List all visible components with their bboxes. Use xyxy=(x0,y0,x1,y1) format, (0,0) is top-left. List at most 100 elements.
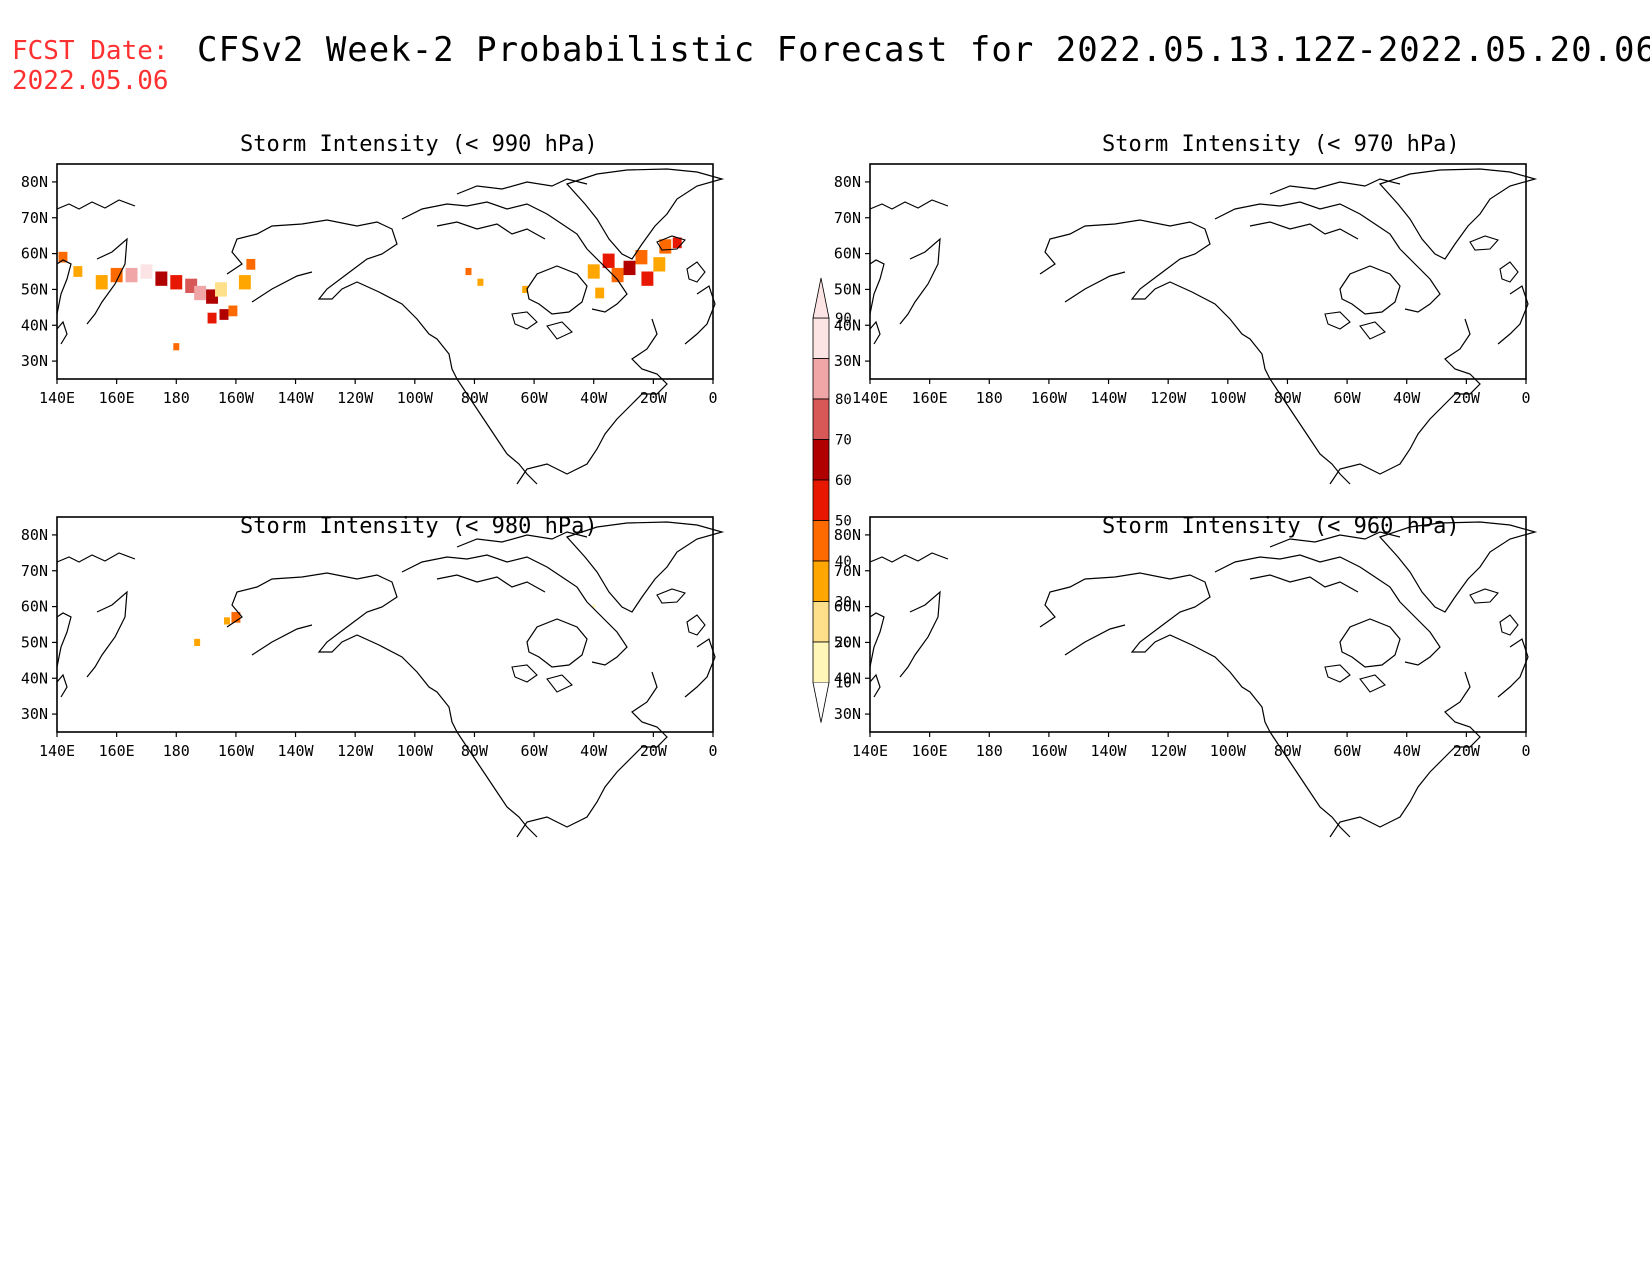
panel-title-980: Storm Intensity (< 980 hPa) xyxy=(240,514,598,539)
lon-tick-label: 180 xyxy=(163,389,190,407)
lon-tick-label: 80W xyxy=(461,742,489,760)
probability-cell xyxy=(125,267,138,283)
probability-cell xyxy=(207,312,217,324)
probability-cell xyxy=(206,289,219,304)
probability-cell xyxy=(672,237,682,249)
map-panel-1: 140E 160E 180 160W 140W 120W 100W 80W 60W 40W 20W 0… xyxy=(834,163,1536,485)
lon-tick-label: 20W xyxy=(1453,389,1481,407)
colorbar-label: 80 xyxy=(835,392,852,408)
colorbar-swatch xyxy=(812,398,830,440)
forecast-date-block: FCST Date: 2022.05.06 xyxy=(12,36,169,96)
coastline xyxy=(869,168,1536,485)
colorbar-label: 90 xyxy=(835,311,852,327)
probability-cell xyxy=(194,285,207,301)
lon-tick-label: 120W xyxy=(337,742,374,760)
probability-cell xyxy=(465,267,472,276)
colorbar-label: 30 xyxy=(835,595,852,611)
probability-cell xyxy=(219,309,229,320)
map-panel-3: 140E 160E 180 160W 140W 120W 100W 80W 60W 40W 20W 0… xyxy=(834,516,1536,838)
colorbar-swatch xyxy=(812,520,830,562)
probability-cell xyxy=(170,275,183,290)
lat-tick-label: 80N xyxy=(21,526,48,544)
map-panel-2: 140E 160E 180 160W 140W 120W 100W 80W 60W 40W 20W 0… xyxy=(21,516,723,838)
probability-cell xyxy=(140,264,153,279)
lat-tick-label: 50N xyxy=(834,633,861,651)
lon-tick-label: 140E xyxy=(852,742,888,760)
colorbar-label: 40 xyxy=(835,554,852,570)
lon-tick-label: 80W xyxy=(1274,742,1302,760)
lon-tick-label: 100W xyxy=(397,389,434,407)
lat-tick-label: 70N xyxy=(834,209,861,227)
fcst-date-label: FCST Date: xyxy=(12,36,169,66)
lat-tick-label: 80N xyxy=(21,173,48,191)
probability-cell xyxy=(522,285,529,293)
lon-tick-label: 140W xyxy=(1090,742,1127,760)
lat-tick-label: 50N xyxy=(834,280,861,298)
probability-cell xyxy=(238,275,251,290)
probability-cell xyxy=(602,253,615,268)
lat-tick-label: 30N xyxy=(21,705,48,723)
colorbar-label: 70 xyxy=(835,433,852,449)
lon-tick-label: 160E xyxy=(99,742,135,760)
map-frame xyxy=(56,516,714,733)
lat-tick-label: 60N xyxy=(834,245,861,263)
lon-tick-label: 160E xyxy=(99,389,135,407)
lon-tick-label: 80W xyxy=(461,389,489,407)
lon-tick-label: 160W xyxy=(1031,389,1068,407)
colorbar-swatch xyxy=(812,641,830,683)
lat-tick-label: 40N xyxy=(21,669,48,687)
probability-cell xyxy=(194,638,201,646)
colorbar-label: 10 xyxy=(835,676,852,692)
probability-cell xyxy=(246,258,256,270)
probability-cell xyxy=(73,266,83,277)
lon-tick-label: 40W xyxy=(1393,389,1421,407)
probability-cell xyxy=(185,278,198,293)
probability-cell xyxy=(231,611,241,623)
colorbar-swatch xyxy=(812,358,830,400)
lon-tick-label: 100W xyxy=(397,742,434,760)
lon-tick-label: 0 xyxy=(708,742,717,760)
lat-tick-label: 40N xyxy=(834,316,861,334)
probability-cell xyxy=(611,267,624,283)
lat-tick-label: 30N xyxy=(834,705,861,723)
lon-tick-label: 160E xyxy=(912,742,948,760)
lat-tick-label: 50N xyxy=(21,633,48,651)
coastline xyxy=(56,521,723,838)
probability-cell xyxy=(155,271,168,286)
lat-tick-label: 40N xyxy=(21,316,48,334)
lon-tick-label: 80W xyxy=(1274,389,1302,407)
lat-tick-label: 70N xyxy=(834,562,861,580)
lon-tick-label: 100W xyxy=(1210,742,1247,760)
lat-tick-label: 80N xyxy=(834,173,861,191)
colorbar-top-arrow xyxy=(812,277,830,319)
lon-tick-label: 120W xyxy=(1150,389,1187,407)
lon-tick-label: 140W xyxy=(277,742,314,760)
lon-tick-label: 160W xyxy=(1031,742,1068,760)
lon-tick-label: 140W xyxy=(277,389,314,407)
coastline xyxy=(869,521,1536,838)
probability-cell xyxy=(592,604,596,609)
lon-tick-label: 0 xyxy=(708,389,717,407)
lon-tick-label: 20W xyxy=(1453,742,1481,760)
lon-tick-label: 20W xyxy=(640,389,668,407)
lon-tick-label: 140W xyxy=(1090,389,1127,407)
probability-cell xyxy=(641,271,654,286)
lon-tick-label: 0 xyxy=(1521,389,1530,407)
probability-cell xyxy=(110,267,123,283)
lon-tick-label: 60W xyxy=(521,389,549,407)
colorbar-swatch xyxy=(812,560,830,602)
lon-tick-label: 0 xyxy=(1521,742,1530,760)
colorbar-label: 20 xyxy=(835,635,852,651)
panel-title-970: Storm Intensity (< 970 hPa) xyxy=(1102,132,1460,157)
lon-tick-label: 60W xyxy=(1334,742,1362,760)
probability-cell xyxy=(173,343,180,351)
lat-tick-label: 70N xyxy=(21,562,48,580)
lon-tick-label: 160E xyxy=(912,389,948,407)
map-frame xyxy=(869,516,1527,733)
lon-tick-label: 60W xyxy=(521,742,549,760)
colorbar: 10 20 30 40 50 60 70 80 90 xyxy=(812,277,852,723)
lon-tick-label: 160W xyxy=(218,742,255,760)
lon-tick-label: 140E xyxy=(852,389,888,407)
panel-title-960: Storm Intensity (< 960 hPa) xyxy=(1102,514,1460,539)
